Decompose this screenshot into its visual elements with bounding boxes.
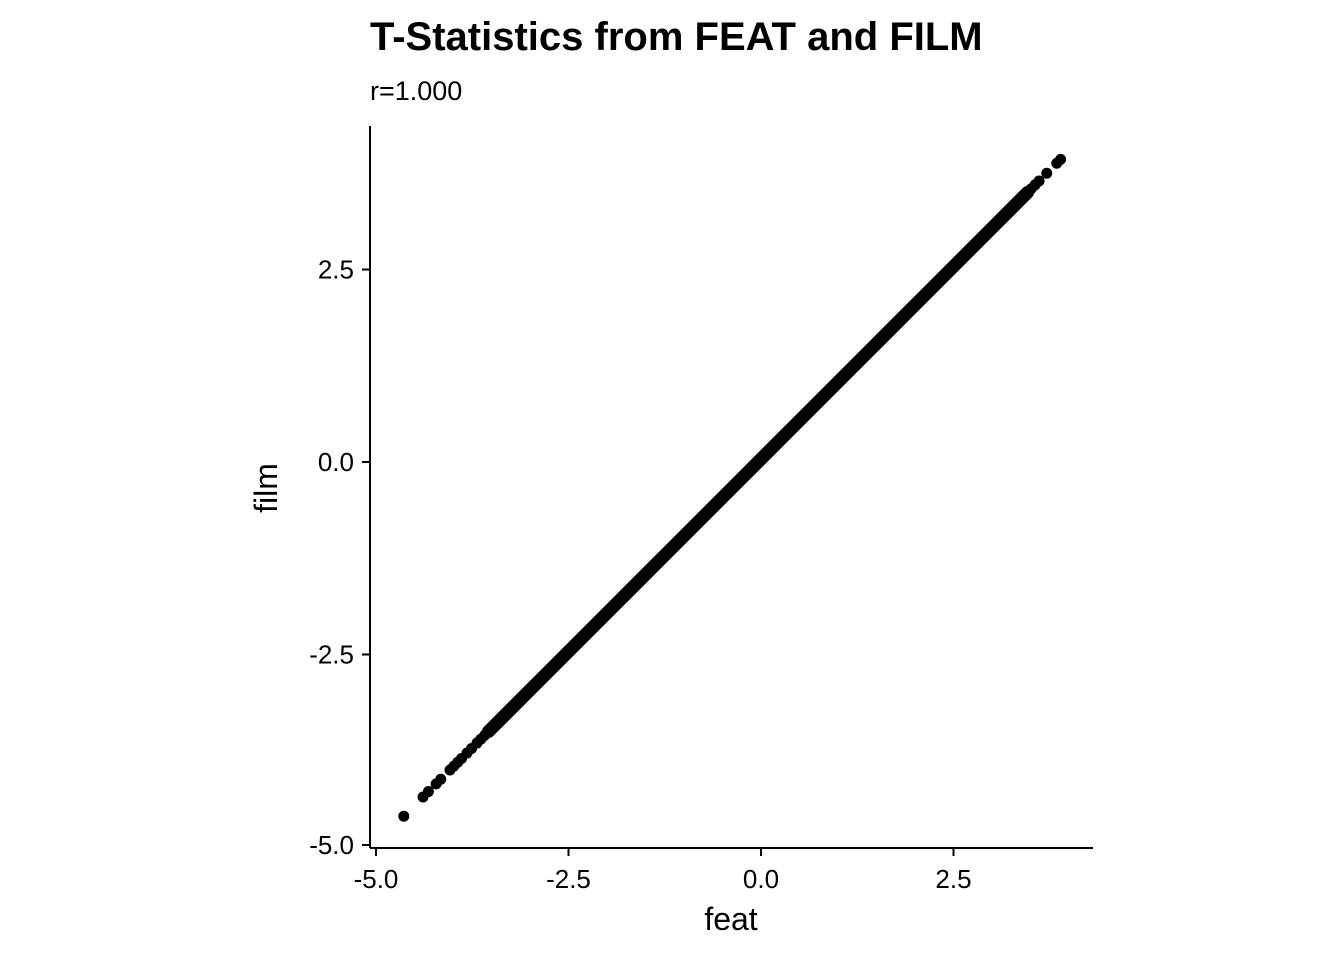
data-point bbox=[1041, 167, 1053, 179]
data-point bbox=[422, 786, 434, 798]
plot-area bbox=[398, 153, 1067, 822]
x-tick-label: -2.5 bbox=[546, 864, 591, 894]
dense-point-band bbox=[482, 186, 1034, 738]
data-point bbox=[1033, 175, 1045, 187]
data-point bbox=[1055, 153, 1067, 165]
data-point bbox=[483, 726, 494, 737]
y-tick-label: 0.0 bbox=[318, 447, 354, 477]
chart-subtitle: r=1.000 bbox=[370, 76, 462, 106]
x-axis-ticks: -5.0 -2.5 0.0 2.5 bbox=[354, 848, 972, 894]
y-tick-label: -2.5 bbox=[309, 640, 354, 670]
x-tick-label: 2.5 bbox=[935, 864, 971, 894]
y-axis-ticks: -5.0 -2.5 0.0 2.5 bbox=[309, 255, 370, 860]
data-point bbox=[435, 773, 447, 785]
x-tick-label: -5.0 bbox=[354, 864, 399, 894]
y-tick-label: 2.5 bbox=[318, 255, 354, 285]
x-axis-title: feat bbox=[704, 901, 757, 937]
y-tick-label: -5.0 bbox=[309, 830, 354, 860]
y-axis-title: film bbox=[248, 463, 284, 513]
chart-title: T-Statistics from FEAT and FILM bbox=[370, 15, 983, 59]
data-point bbox=[398, 810, 410, 822]
x-tick-label: 0.0 bbox=[743, 864, 779, 894]
